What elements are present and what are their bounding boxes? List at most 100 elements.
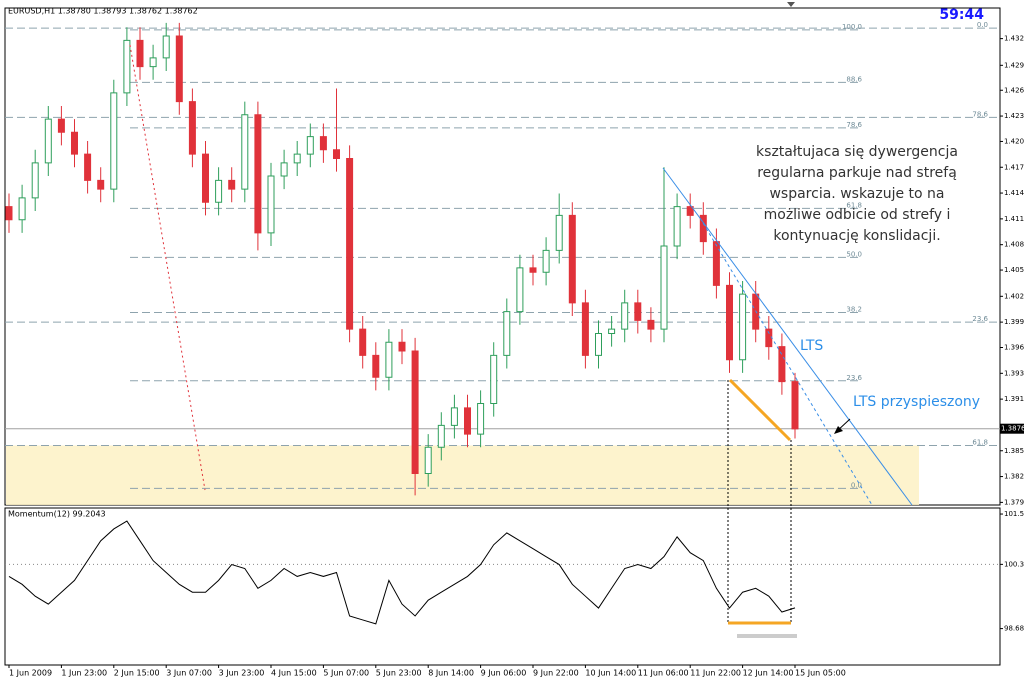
candle-body (411, 350, 419, 474)
candle-body (57, 118, 65, 133)
x-tick-label: 11 Jun 06:00 (638, 669, 689, 678)
candle-body (228, 179, 236, 190)
candle-body (634, 302, 642, 321)
fib-label: 78.6 (972, 110, 988, 118)
x-tick-label: 1 Jun 2009 (9, 669, 52, 678)
candle-body (215, 179, 223, 203)
x-tick-label: 8 Jun 14:00 (428, 669, 474, 678)
fib-label: 0.0 (851, 481, 862, 489)
candle-body (71, 131, 78, 155)
fib-label: 23.6 (846, 374, 862, 382)
candle-body (84, 153, 92, 181)
candle-body (110, 92, 118, 190)
candle-body (372, 354, 380, 378)
fib-label: 38.2 (846, 306, 862, 314)
candle-body (726, 284, 733, 361)
candle-body (359, 328, 367, 356)
y-tick-label: 1.39690 (1004, 344, 1024, 352)
candle-body (280, 162, 288, 177)
x-tick-label: 10 Jun 14:00 (585, 669, 636, 678)
trend-line (129, 44, 206, 491)
y-tick-label: 1.37920 (1004, 498, 1024, 506)
support-zone (6, 445, 919, 505)
fib-label: 50.0 (846, 250, 862, 258)
y-tick-label: 1.40275 (1004, 292, 1024, 300)
candle-body (739, 293, 747, 361)
y-tick-label: 1.39100 (1004, 395, 1024, 403)
x-tick-label: 1 Jun 23:00 (61, 669, 107, 678)
fib-label: 23.6 (972, 315, 988, 323)
timer: 59:44 (939, 7, 984, 23)
fib-label: 78.6 (846, 121, 862, 129)
lts-fast-label: LTS przyspieszony (853, 394, 980, 410)
candle-body (97, 179, 105, 190)
candle-body (568, 214, 576, 304)
x-tick-label: 5 Jun 23:00 (376, 669, 422, 678)
y-tick-label: 1.42630 (1004, 86, 1024, 94)
momentum-line (8, 520, 796, 625)
candle-body (424, 446, 432, 474)
candle-body (293, 153, 301, 164)
candle-body (647, 319, 655, 330)
fib-label: 61.8 (846, 201, 862, 209)
candle-body (241, 114, 249, 190)
candle-body (188, 101, 196, 155)
candle-body (44, 118, 52, 164)
candle-body (18, 197, 26, 221)
current-price-box (1000, 423, 1024, 434)
y-tick-label: 1.42335 (1004, 112, 1024, 120)
candle-body (712, 241, 720, 286)
y-tick-label: 1.38215 (1004, 473, 1024, 481)
candle-body (267, 175, 275, 234)
candle-body (162, 35, 170, 59)
annotation-line: wsparcia. wskazuje to na (769, 186, 944, 202)
candle-body (123, 39, 131, 94)
candle-body (346, 158, 354, 330)
y-tick-label: 1.39980 (1004, 318, 1024, 326)
x-tick-label: 2 Jun 15:00 (114, 669, 160, 678)
x-tick-label: 5 Jun 07:00 (323, 669, 369, 678)
annotation-line: kształtujaca się dywergencja (756, 144, 958, 160)
candle-body (542, 249, 550, 273)
candle-body (581, 302, 589, 356)
y-tick-label: 1.41750 (1004, 163, 1024, 171)
indicator-title: Momentum(12) 99.2043 (8, 510, 106, 519)
fib-label: 61.8 (972, 439, 988, 447)
fib-label: 0.0 (977, 21, 988, 29)
candle-body (686, 206, 694, 216)
y-tick-label: 1.43220 (1004, 35, 1024, 43)
annotation-line: możliwe odbicie od strefy i (764, 207, 951, 223)
candle-body (149, 57, 157, 68)
x-tick-label: 3 Jun 07:00 (166, 669, 212, 678)
candle-body (595, 333, 602, 356)
scroll-marker (787, 2, 795, 7)
y-tick-label: 101.5772 (1004, 510, 1024, 518)
candle-body (437, 424, 445, 448)
annotation-line: regularna parkuje nad strefą (757, 165, 957, 181)
x-tick-label: 12 Jun 14:00 (743, 669, 794, 678)
x-tick-label: 15 Jun 05:00 (795, 669, 846, 678)
candle-body (608, 328, 616, 334)
x-tick-label: 3 Jun 23:00 (219, 669, 265, 678)
fib-label: 100.0 (842, 23, 862, 31)
candle-body (673, 206, 681, 247)
candle-body (516, 267, 524, 313)
x-tick-label: 11 Jun 22:00 (690, 669, 741, 678)
candle-body (385, 341, 393, 378)
candle-body (529, 267, 537, 273)
candle-body (175, 35, 183, 103)
candle-body (621, 302, 629, 330)
candle-body (333, 149, 340, 159)
candle-body (202, 153, 209, 203)
candle-body (254, 114, 262, 234)
annotation-line: kontynuację konslidacji. (773, 228, 940, 244)
price-low-line (728, 378, 792, 442)
candle-body (464, 407, 471, 435)
y-tick-label: 1.42045 (1004, 137, 1024, 145)
y-tick-label: 1.41455 (1004, 189, 1024, 197)
chart-title: EURUSD,H1 1.38780 1.38793 1.38762 1.3876… (8, 7, 198, 16)
lts-line (662, 167, 913, 506)
x-tick-label: 9 Jun 06:00 (481, 669, 527, 678)
candle-body (778, 346, 786, 383)
